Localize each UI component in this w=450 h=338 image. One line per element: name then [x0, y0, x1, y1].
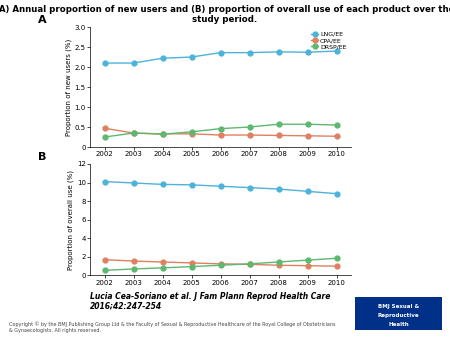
DRSP/EE [189, 130, 194, 134]
CPA/EE [218, 133, 223, 137]
Text: Lucia Cea-Soriano et al. J Fam Plann Reprod Health Care: Lucia Cea-Soriano et al. J Fam Plann Rep… [90, 292, 330, 301]
DRSP/EE [160, 132, 165, 136]
LNG/EE [334, 49, 339, 53]
Text: (A) Annual proportion of new users and (B) proportion of overall use of each pro: (A) Annual proportion of new users and (… [0, 5, 450, 14]
DRSP/EE [131, 131, 136, 135]
CPA/EE [102, 126, 107, 130]
Text: Reproductive: Reproductive [378, 313, 419, 318]
CPA/EE [131, 131, 136, 135]
DRSP/EE [247, 125, 252, 129]
LNG/EE [247, 51, 252, 55]
DRSP/EE [102, 135, 107, 139]
Text: study period.: study period. [193, 15, 257, 24]
LNG/EE [102, 61, 107, 65]
LNG/EE [218, 51, 223, 55]
LNG/EE [131, 61, 136, 65]
CPA/EE [276, 134, 281, 138]
Legend: LNG/EE, CPA/EE, DRSP/EE: LNG/EE, CPA/EE, DRSP/EE [310, 30, 348, 51]
Text: 2016;42:247-254: 2016;42:247-254 [90, 301, 162, 311]
CPA/EE [247, 133, 252, 137]
Text: A: A [38, 15, 46, 25]
DRSP/EE [218, 127, 223, 131]
DRSP/EE [305, 122, 310, 126]
DRSP/EE [276, 122, 281, 126]
Y-axis label: Proportion of new users (%): Proportion of new users (%) [65, 39, 72, 136]
Line: CPA/EE: CPA/EE [102, 126, 339, 139]
CPA/EE [305, 134, 310, 138]
DRSP/EE [334, 123, 339, 127]
CPA/EE [189, 132, 194, 136]
CPA/EE [160, 132, 165, 136]
Text: Health: Health [388, 322, 409, 327]
LNG/EE [305, 50, 310, 54]
LNG/EE [160, 56, 165, 60]
LNG/EE [189, 55, 194, 59]
Line: DRSP/EE: DRSP/EE [102, 122, 339, 140]
LNG/EE [276, 50, 281, 54]
Text: B: B [38, 152, 46, 162]
Text: & Gynaecologists. All rights reserved.: & Gynaecologists. All rights reserved. [9, 328, 101, 333]
Text: Copyright © by the BMJ Publishing Group Ltd & the Faculty of Sexual & Reproducti: Copyright © by the BMJ Publishing Group … [9, 322, 336, 328]
CPA/EE [334, 134, 339, 138]
Text: BMJ Sexual &: BMJ Sexual & [378, 304, 419, 309]
Line: LNG/EE: LNG/EE [102, 49, 339, 66]
Y-axis label: Proportion of overall use (%): Proportion of overall use (%) [68, 170, 74, 270]
